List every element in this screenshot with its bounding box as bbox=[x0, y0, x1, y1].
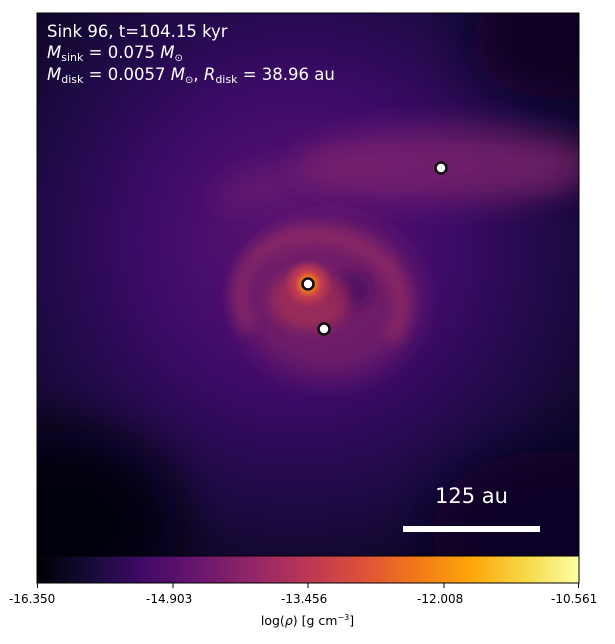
msink-symbol: M bbox=[47, 43, 62, 62]
colorbar-ticks bbox=[37, 583, 579, 588]
colorbar-tick-label: -10.561 bbox=[551, 592, 598, 606]
sink-particles bbox=[301, 161, 448, 336]
colorbar-tick-label: -13.456 bbox=[281, 592, 328, 606]
msink-value: = 0.075 bbox=[88, 43, 155, 62]
density-map bbox=[37, 13, 579, 556]
msink-sub: sink bbox=[61, 51, 84, 64]
sink-title: Sink 96, t=104.15 kyr bbox=[47, 22, 228, 41]
disk-properties: Mdisk = 0.0057 M⊙, Rdisk = 38.96 au bbox=[47, 64, 335, 91]
cbar-label-suffix: ] bbox=[349, 613, 355, 628]
msun-symbol-2: M bbox=[170, 65, 185, 84]
scale-bar bbox=[403, 526, 540, 532]
rdisk-unit: au bbox=[314, 65, 335, 84]
comma: , bbox=[193, 65, 199, 84]
scale-bar-label: 125 au bbox=[435, 484, 508, 508]
sink-marker-2 bbox=[301, 277, 315, 291]
cbar-label-prefix: log( bbox=[260, 613, 285, 628]
sink-marker-3 bbox=[317, 322, 331, 336]
colorbar-tick-label: -12.008 bbox=[417, 592, 464, 606]
colorbar-tick-label: -14.903 bbox=[146, 592, 193, 606]
cbar-label-rho: ρ bbox=[284, 613, 293, 628]
msun-sub: ⊙ bbox=[174, 53, 183, 64]
rdisk-symbol: R bbox=[203, 65, 216, 84]
mdisk-value: = 0.0057 bbox=[88, 65, 166, 84]
msun-sub-2: ⊙ bbox=[184, 75, 194, 86]
msun-symbol: M bbox=[160, 43, 175, 62]
rdisk-value: = 38.96 bbox=[242, 65, 310, 84]
colorbar-label: log(ρ) [g cm−3] bbox=[0, 613, 615, 628]
rdisk-sub: disk bbox=[215, 73, 238, 86]
cbar-label-exp: −3 bbox=[337, 613, 350, 622]
colorbar bbox=[37, 556, 579, 583]
colorbar-tick-label: -16.350 bbox=[9, 592, 56, 606]
cbar-label-mid: ) [g cm bbox=[292, 613, 338, 628]
mdisk-sub: disk bbox=[61, 73, 84, 86]
mdisk-symbol: M bbox=[47, 65, 62, 84]
sink-marker-1 bbox=[434, 161, 448, 175]
sink-mass: Msink = 0.075 M⊙ bbox=[47, 42, 183, 69]
